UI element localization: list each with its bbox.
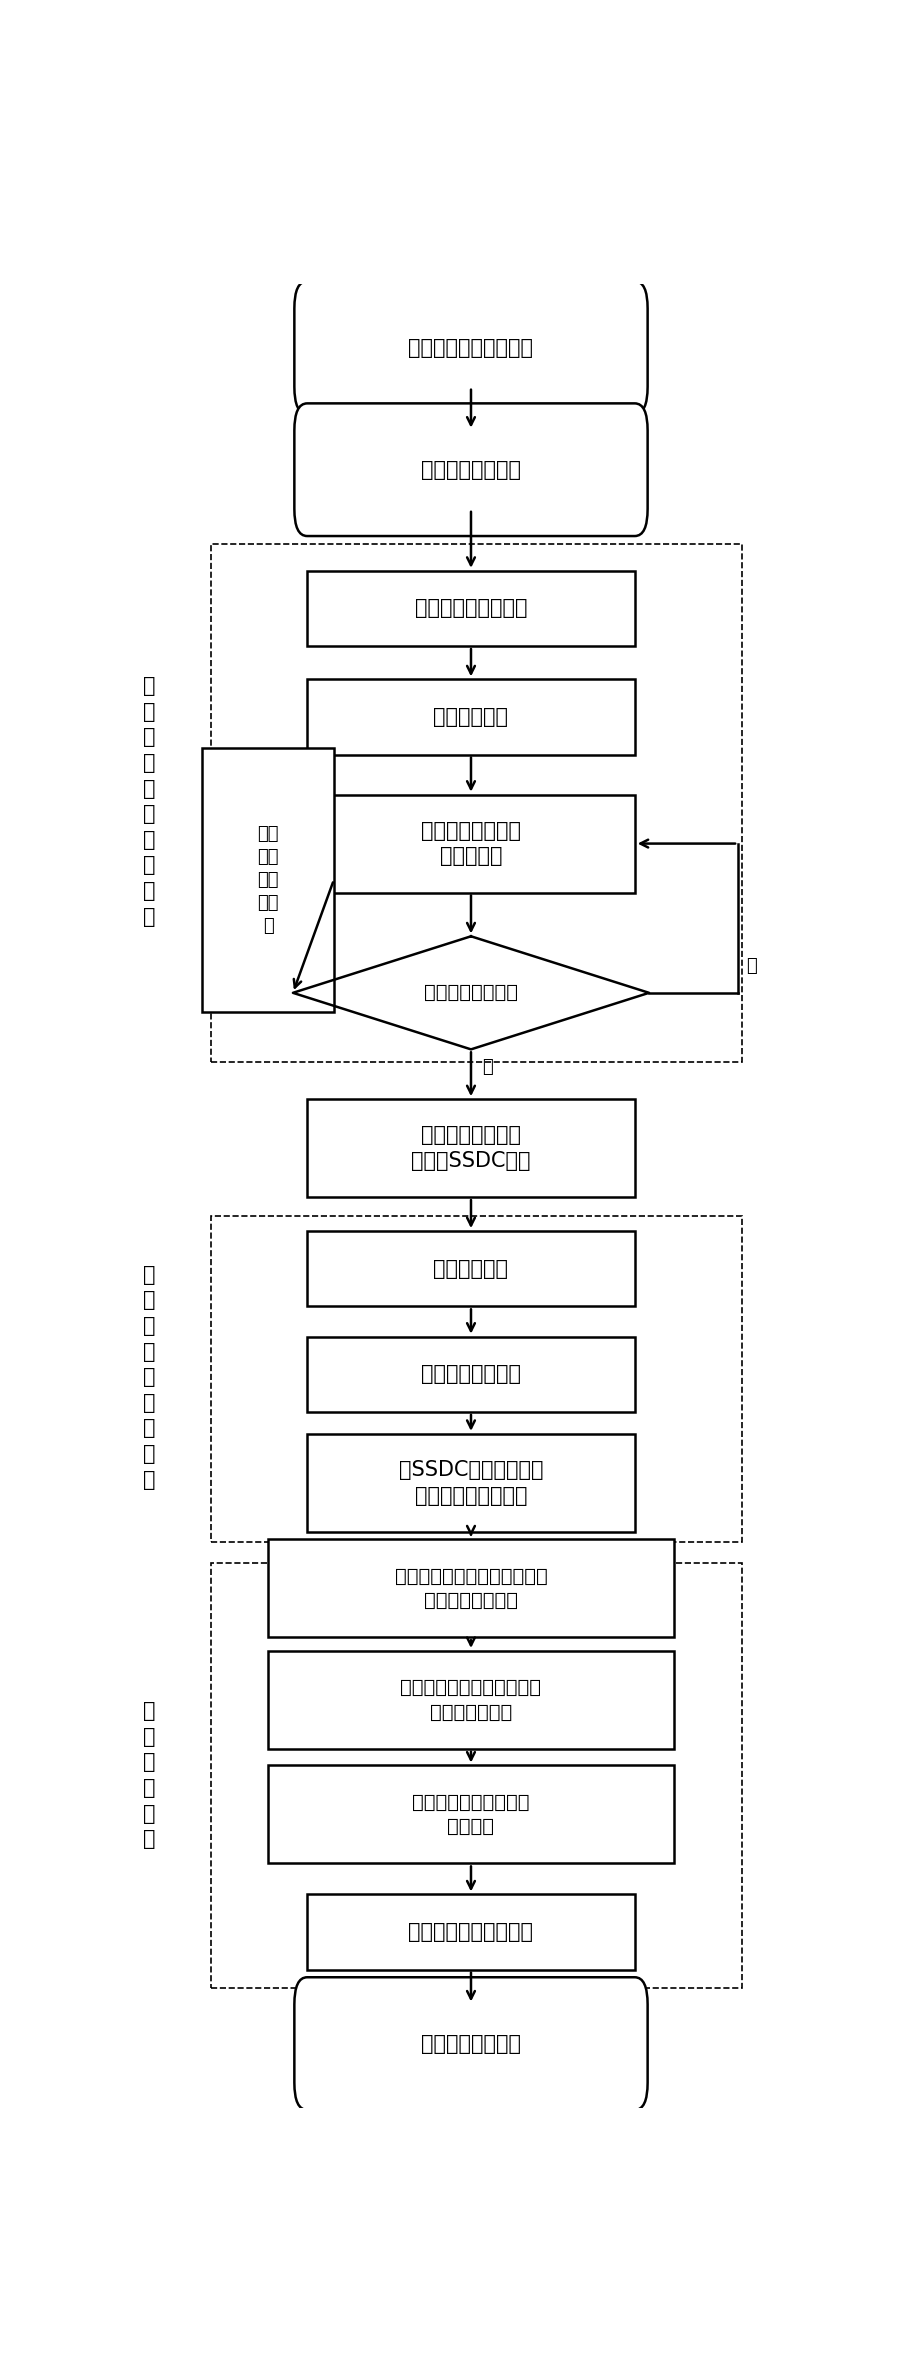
Text: 否: 否	[746, 957, 757, 974]
Text: 计算增强信息维数: 计算增强信息维数	[421, 1365, 521, 1383]
Text: 多个原始振动信号: 多个原始振动信号	[421, 460, 521, 479]
Text: 多SSDC分量多尺度增
强信息维度特征矩阵: 多SSDC分量多尺度增 强信息维度特征矩阵	[399, 1459, 543, 1507]
Bar	[211, 1215, 742, 1542]
Text: 相关
峭度
等指
标判
定: 相关 峭度 等指 标判 定	[257, 824, 278, 933]
Bar	[268, 1651, 674, 1748]
FancyBboxPatch shape	[294, 403, 648, 535]
Bar	[307, 571, 635, 647]
Bar	[307, 680, 635, 756]
Bar	[268, 1540, 674, 1637]
FancyBboxPatch shape	[294, 1978, 648, 2111]
Text: 多振动传感器优化布置: 多振动传感器优化布置	[408, 339, 534, 358]
Bar	[211, 1564, 742, 1988]
FancyBboxPatch shape	[294, 282, 648, 415]
Bar	[307, 1336, 635, 1412]
Text: 根据规则进行分量
的分组重构: 根据规则进行分量 的分组重构	[421, 820, 521, 867]
Text: 自适应选取嵌入维数: 自适应选取嵌入维数	[414, 599, 528, 618]
Bar	[307, 1099, 635, 1196]
Text: 设定分类层中分类方法: 设定分类层中分类方法	[408, 1921, 534, 1943]
Text: 包含故障特征信息
的多个SSDC分量: 包含故障特征信息 的多个SSDC分量	[411, 1125, 531, 1170]
Polygon shape	[293, 936, 649, 1049]
Bar	[307, 1232, 635, 1305]
Bar	[268, 1765, 674, 1864]
Bar	[307, 794, 635, 893]
Text: 自
适
应
改
进
奇
异
谱
分
解: 自 适 应 改 进 奇 异 谱 分 解	[142, 675, 155, 926]
Text: 设定卷积层中卷积内核大小和
卷积特征映射函数: 设定卷积层中卷积内核大小和 卷积特征映射函数	[394, 1566, 548, 1611]
Text: 卷
积
神
经
网
络: 卷 积 神 经 网 络	[142, 1701, 155, 1850]
Text: 构建轨迹矩阵: 构建轨迹矩阵	[434, 706, 508, 727]
Text: 达到迭代终止条件: 达到迭代终止条件	[424, 983, 518, 1002]
Bar	[202, 749, 334, 1012]
Text: 多
尺
度
增
强
信
息
维
数: 多 尺 度 增 强 信 息 维 数	[142, 1265, 155, 1490]
Text: 是: 是	[482, 1059, 493, 1076]
Text: 设定池化层中池化特征映射
函数和计算方法: 设定池化层中池化特征映射 函数和计算方法	[401, 1677, 541, 1722]
Text: 选择时间尺度: 选择时间尺度	[434, 1258, 508, 1279]
Bar	[211, 543, 742, 1061]
Text: 退化状态识别结果: 退化状态识别结果	[421, 2033, 521, 2054]
Text: 设定完全连接层的矢量
变换维度: 设定完全连接层的矢量 变换维度	[413, 1793, 529, 1836]
Bar	[307, 1895, 635, 1969]
Bar	[307, 1433, 635, 1533]
